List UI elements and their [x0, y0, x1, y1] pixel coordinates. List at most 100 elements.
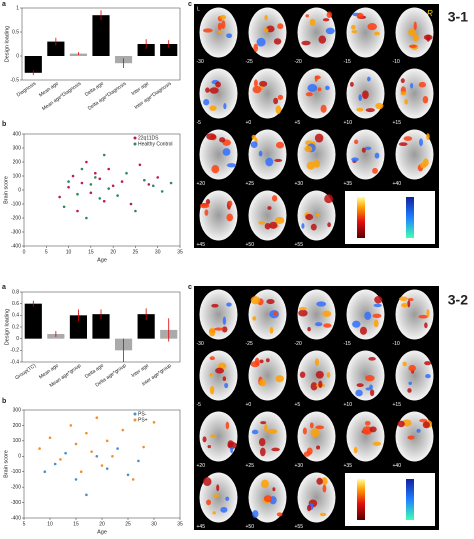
point	[48, 436, 52, 440]
activation-blob	[271, 195, 278, 202]
slice-label: +30	[295, 181, 304, 187]
point	[102, 153, 106, 157]
bar	[24, 56, 42, 73]
slice-label: -10	[393, 341, 400, 347]
activation-blob	[207, 444, 211, 449]
legend-label: PS-	[138, 411, 147, 417]
activation-blob	[209, 87, 219, 94]
activation-blob	[301, 223, 305, 229]
activation-blob	[358, 94, 362, 102]
activation-blob	[352, 320, 361, 328]
point	[71, 174, 75, 178]
plot-frame	[21, 7, 181, 81]
activation-blob	[272, 487, 276, 492]
point	[105, 439, 109, 443]
activation-blob	[228, 200, 233, 207]
activation-blob	[251, 134, 256, 140]
activation-blob	[259, 80, 268, 87]
bar	[160, 44, 178, 56]
y-tick-label: -200	[11, 215, 21, 221]
activation-blob	[269, 326, 274, 334]
hemisphere-label: R	[427, 9, 433, 18]
activation-blob	[310, 382, 318, 391]
x-tick-label: 5	[45, 249, 48, 255]
activation-blob	[253, 43, 259, 52]
activation-blob	[199, 203, 210, 209]
point	[98, 197, 102, 200]
activation-blob	[209, 385, 215, 395]
activation-blob	[252, 85, 262, 94]
slice-label: +55	[295, 242, 304, 248]
activation-blob	[307, 84, 318, 92]
brain-slice	[248, 129, 287, 180]
activation-blob	[305, 213, 314, 221]
point	[111, 184, 115, 188]
brain-slice	[297, 68, 336, 119]
activation-blob	[213, 327, 224, 331]
slice-label: -20	[295, 59, 302, 65]
activation-blob	[356, 12, 364, 19]
legend-label: Healthy Control	[138, 141, 172, 147]
activation-blob	[275, 105, 282, 114]
activation-blob	[306, 504, 312, 512]
activation-blob	[318, 35, 327, 44]
activation-blob	[220, 506, 228, 513]
x-axis-label: Age	[97, 529, 107, 535]
activation-blob	[226, 163, 237, 168]
activation-blob	[322, 310, 332, 317]
activation-blob	[274, 216, 285, 224]
activation-blob	[226, 213, 234, 222]
x-tick-label: Group(TC)	[14, 363, 37, 382]
activation-blob	[267, 428, 278, 435]
y-tick-label: 1	[16, 5, 19, 11]
activation-blob	[364, 420, 371, 426]
point	[137, 459, 140, 463]
activation-blob	[327, 222, 331, 228]
point	[79, 470, 83, 474]
activation-blob	[413, 21, 417, 31]
point	[95, 454, 99, 458]
activation-blob	[361, 147, 366, 153]
point	[80, 181, 84, 185]
activation-blob	[373, 319, 379, 328]
point	[98, 177, 102, 181]
slice-label: +40	[393, 181, 402, 187]
point	[152, 421, 156, 424]
activation-blob	[298, 309, 308, 317]
activation-blob	[213, 494, 220, 498]
activation-blob	[222, 326, 228, 333]
brain-slice	[395, 289, 434, 340]
point	[85, 216, 88, 220]
y-tick-label: 100	[13, 438, 22, 444]
x-tick-label: 25	[125, 521, 131, 527]
activation-blob	[273, 97, 279, 105]
point	[67, 180, 70, 183]
y-tick-label: 0.6	[12, 301, 19, 307]
point	[111, 454, 114, 458]
activation-blob	[418, 314, 429, 319]
slice-label: +35	[344, 463, 353, 469]
point	[121, 428, 125, 432]
activation-blob	[309, 422, 314, 429]
y-tick-label: 0	[18, 187, 21, 193]
activation-blob	[416, 428, 421, 433]
activation-blob	[219, 137, 226, 143]
point	[76, 209, 79, 213]
x-tick-label: 10	[47, 521, 53, 527]
panel-label: c	[188, 1, 192, 8]
activation-blob	[301, 40, 311, 46]
legend-marker	[133, 418, 137, 422]
activation-blob	[276, 512, 283, 517]
activation-blob	[226, 302, 232, 307]
point	[147, 183, 151, 186]
activation-blob	[307, 327, 311, 332]
activation-blob	[203, 477, 212, 487]
activation-blob	[367, 23, 377, 31]
activation-blob	[408, 44, 417, 48]
activation-blob	[365, 387, 372, 391]
activation-blob	[315, 425, 325, 430]
slice-label: -5	[197, 402, 202, 408]
activation-blob	[208, 327, 216, 337]
activation-blob	[400, 78, 405, 84]
brain-slice	[297, 472, 336, 523]
